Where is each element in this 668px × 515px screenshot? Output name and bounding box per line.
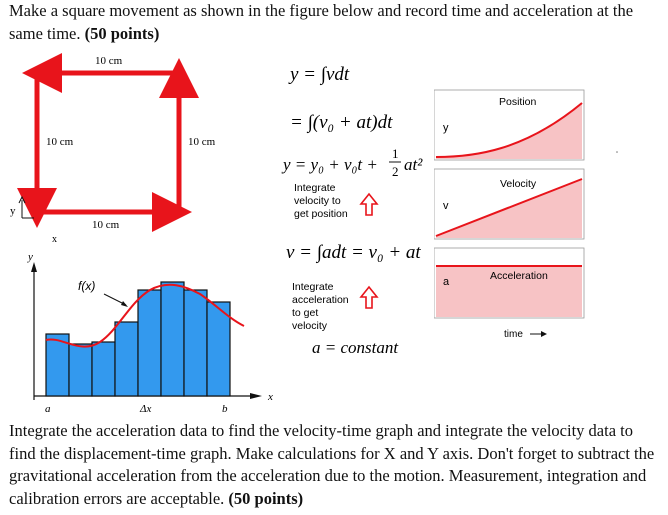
riemann-bar xyxy=(114,321,139,397)
equation-3-fraction-num: 1 xyxy=(392,146,399,161)
note-integrate-velocity: Integrate velocity to get position xyxy=(294,182,348,220)
right-side-label: 10 cm xyxy=(188,136,216,148)
equation-3-fraction-den: 2 xyxy=(392,164,399,179)
outro-paragraph: Integrate the acceleration data to find … xyxy=(9,420,659,510)
equation-1: y = ∫vdt xyxy=(288,64,350,86)
velocity-title: Velocity xyxy=(500,178,537,190)
equation-5: a = constant xyxy=(312,338,399,357)
position-title: Position xyxy=(499,96,537,108)
small-axis-x-label: x xyxy=(52,234,57,245)
function-label: f(x) xyxy=(78,279,95,293)
note-integrate-acceleration: Integrate acceleration to get velocity xyxy=(292,281,352,332)
time-label: time xyxy=(504,329,523,340)
a-label: a xyxy=(45,403,51,415)
integral-axis-y-label: y xyxy=(27,251,33,263)
integral-figure: y x f(x) a Δx b xyxy=(27,251,273,415)
square-movement-figure: 10 cm 10 cm 10 cm 10 cm y x xyxy=(10,53,216,245)
intro-paragraph: Make a square movement as shown in the f… xyxy=(9,0,659,45)
acceleration-title: Acceleration xyxy=(490,270,548,282)
riemann-bar xyxy=(206,301,231,397)
acceleration-axis-label: a xyxy=(443,276,450,288)
integral-axis-x-label: x xyxy=(267,391,273,403)
riemann-bar xyxy=(183,289,208,397)
top-side-label: 10 cm xyxy=(95,55,123,67)
equation-3-tail: at² xyxy=(404,155,423,174)
bottom-side-label: 10 cm xyxy=(92,219,120,231)
equation-4: v = ∫adt = v₀ + at xyxy=(286,242,421,264)
dx-label: Δx xyxy=(139,403,151,415)
velocity-axis-label: v xyxy=(443,200,449,212)
intro-points: (50 points) xyxy=(84,23,160,43)
left-side-label: 10 cm xyxy=(46,136,74,148)
position-axis-label: y xyxy=(443,122,449,134)
intro-text: Make a square movement as shown in the f… xyxy=(9,1,634,43)
riemann-bar xyxy=(137,289,162,397)
kinematics-graphs: Position y Velocity v Acceleration a tim… xyxy=(434,89,618,340)
outro-points: (50 points) xyxy=(228,488,304,508)
equations-block: y = ∫vdt = ∫(v₀ + at)dt y = y₀ + v₀t + 1… xyxy=(281,64,423,357)
position-curve xyxy=(435,102,583,158)
outro-text: Integrate the acceleration data to find … xyxy=(9,421,655,508)
up-arrow-icon xyxy=(359,192,379,216)
riemann-bar xyxy=(91,341,116,397)
small-axis-y-label: y xyxy=(10,205,16,217)
riemann-bar xyxy=(160,281,185,397)
time-arrow-icon xyxy=(541,331,547,337)
equation-2: = ∫(v₀ + at)dt xyxy=(290,112,393,134)
velocity-line xyxy=(435,178,583,237)
function-curve xyxy=(45,283,245,348)
equation-3: y = y₀ + v₀t + xyxy=(281,155,378,174)
up-arrow-icon xyxy=(359,285,379,309)
riemann-bar xyxy=(68,343,93,397)
b-label: b xyxy=(222,403,228,415)
